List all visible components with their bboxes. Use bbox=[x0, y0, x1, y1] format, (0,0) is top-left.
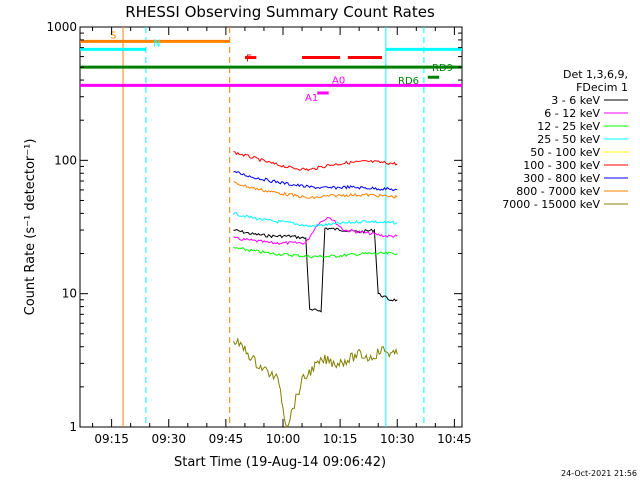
legend-entry-label: 3 - 6 keV bbox=[551, 94, 600, 107]
legend-entry-label: 50 - 100 keV bbox=[530, 146, 600, 159]
y-tick-label: 10 bbox=[62, 287, 77, 301]
flag-label-f: F bbox=[246, 54, 252, 65]
vertical-markers bbox=[122, 27, 425, 427]
x-tick-label: 10:00 bbox=[266, 432, 301, 446]
plot-frame bbox=[79, 26, 463, 428]
x-axis-label: Start Time (19-Aug-14 09:06:42) bbox=[174, 455, 386, 470]
flag-label-rd9: RD9 bbox=[432, 63, 453, 74]
y-tick-label: 1 bbox=[69, 420, 77, 434]
y-tick-label: 100 bbox=[54, 153, 77, 167]
y-axis-label: Count Rate (s⁻¹ detector⁻¹) bbox=[23, 139, 38, 316]
legend-entry-label: 800 - 7000 keV bbox=[516, 185, 600, 198]
legend-entry-label: 7000 - 15000 keV bbox=[502, 198, 600, 211]
legend-entry-label: 12 - 25 keV bbox=[537, 120, 600, 133]
x-tick-label: 10:30 bbox=[380, 432, 415, 446]
flag-label-rd6: RD6 bbox=[398, 76, 419, 87]
x-tick-label: 10:45 bbox=[437, 432, 472, 446]
series-line bbox=[233, 181, 398, 200]
legend-entry-label: 300 - 800 keV bbox=[523, 172, 600, 185]
legend-entry-label: 6 - 12 keV bbox=[544, 107, 600, 120]
axis-ticks: 09:15 09:30 09:45 10:00 10:15 10:30 10:45 1 10 10… bbox=[46, 20, 471, 446]
series-line bbox=[233, 336, 398, 428]
legend-header: FDecim 1 bbox=[576, 81, 628, 94]
series-line bbox=[233, 246, 398, 259]
flag-label-s: S bbox=[110, 30, 116, 41]
series-line bbox=[233, 151, 398, 172]
flag-label-a0: A0 bbox=[332, 75, 345, 86]
plot-border bbox=[79, 26, 463, 428]
legend-entry-label: 100 - 300 keV bbox=[523, 159, 600, 172]
legend-entry-label: 25 - 50 keV bbox=[537, 133, 600, 146]
legend-header: Det 1,3,6,9, bbox=[563, 68, 628, 81]
chart-title: RHESSI Observing Summary Count Rates bbox=[125, 3, 435, 21]
flag-label-a1: A1 bbox=[305, 93, 318, 104]
x-tick-label: 09:30 bbox=[151, 432, 186, 446]
series-line bbox=[233, 227, 398, 313]
flag-label-n: N bbox=[153, 38, 160, 49]
series-line bbox=[233, 212, 398, 228]
y-tick-label: 1000 bbox=[46, 20, 77, 34]
x-tick-label: 10:15 bbox=[323, 432, 358, 446]
series-lines bbox=[233, 151, 398, 428]
flag-bars: S N F RD9 RD6 A0 A1 bbox=[80, 30, 462, 104]
series-line bbox=[233, 216, 398, 246]
series-line bbox=[233, 170, 398, 192]
timestamp: 24-Oct-2021 21:56 bbox=[561, 469, 637, 478]
x-tick-label: 09:15 bbox=[94, 432, 129, 446]
x-tick-label: 09:45 bbox=[209, 432, 244, 446]
